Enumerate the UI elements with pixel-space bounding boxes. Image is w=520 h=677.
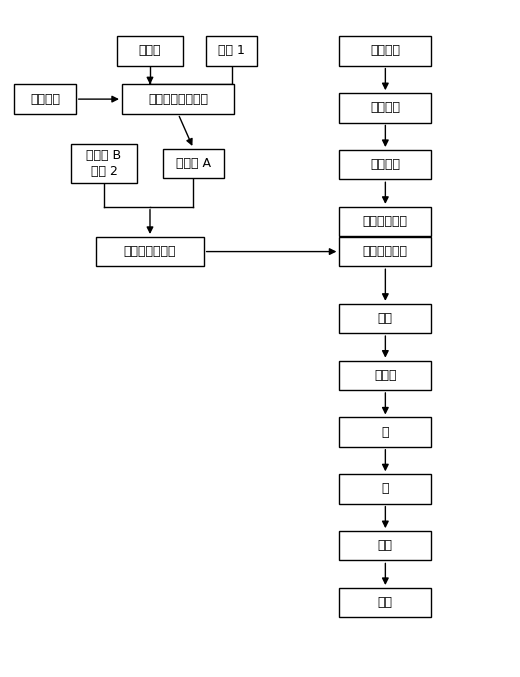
FancyBboxPatch shape (340, 304, 432, 333)
Text: 辊芯涂粘接剂: 辊芯涂粘接剂 (363, 215, 408, 228)
FancyBboxPatch shape (96, 237, 204, 266)
Text: 辅料 1: 辅料 1 (218, 45, 245, 58)
Text: 硫化: 硫化 (378, 312, 393, 325)
FancyBboxPatch shape (340, 475, 432, 504)
Text: 浇注机浇注成型: 浇注机浇注成型 (124, 245, 176, 258)
FancyBboxPatch shape (340, 206, 432, 236)
Text: 预聚体 A: 预聚体 A (176, 157, 211, 170)
Text: 金属辊芯: 金属辊芯 (370, 45, 400, 58)
FancyBboxPatch shape (340, 237, 432, 266)
Text: 辊芯清洗: 辊芯清洗 (370, 158, 400, 171)
Text: 辊芯组装入模: 辊芯组装入模 (363, 245, 408, 258)
FancyBboxPatch shape (340, 37, 432, 66)
FancyBboxPatch shape (206, 37, 257, 66)
FancyBboxPatch shape (122, 85, 235, 114)
Text: 磨: 磨 (382, 483, 389, 496)
Text: 后硫化: 后硫化 (374, 369, 397, 382)
FancyBboxPatch shape (340, 418, 432, 447)
Text: 辊芯噴沙: 辊芯噴沙 (370, 102, 400, 114)
FancyBboxPatch shape (340, 531, 432, 561)
Text: 异氰酸酯: 异氰酸酯 (30, 93, 60, 106)
Text: 硫化剂 B
辅料 2: 硫化剂 B 辅料 2 (86, 149, 122, 178)
FancyBboxPatch shape (116, 37, 183, 66)
FancyBboxPatch shape (163, 148, 224, 178)
Text: 检验: 检验 (378, 540, 393, 552)
FancyBboxPatch shape (340, 150, 432, 179)
FancyBboxPatch shape (340, 93, 432, 123)
Text: 入库: 入库 (378, 596, 393, 609)
FancyBboxPatch shape (71, 144, 137, 183)
Text: 多元醇: 多元醇 (139, 45, 161, 58)
FancyBboxPatch shape (340, 361, 432, 390)
FancyBboxPatch shape (15, 85, 76, 114)
FancyBboxPatch shape (340, 588, 432, 617)
Text: 车: 车 (382, 426, 389, 439)
Text: 多元醇混合物脂水: 多元醇混合物脂水 (148, 93, 208, 106)
